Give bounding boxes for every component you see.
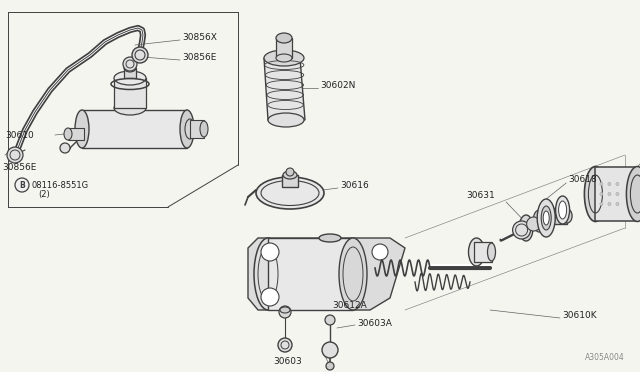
Circle shape (7, 147, 23, 163)
Bar (549, 208, 567, 224)
Bar (268, 238, 353, 310)
Ellipse shape (276, 33, 292, 43)
Bar (82, 110, 187, 148)
Circle shape (616, 202, 619, 205)
Ellipse shape (559, 201, 566, 219)
Ellipse shape (584, 167, 607, 221)
Circle shape (600, 183, 603, 186)
Ellipse shape (264, 50, 304, 66)
Ellipse shape (319, 234, 341, 242)
Text: 08116-8551G: 08116-8551G (32, 180, 89, 189)
Ellipse shape (468, 238, 484, 266)
Ellipse shape (276, 54, 292, 62)
Text: 30610K: 30610K (562, 311, 596, 321)
Circle shape (513, 221, 531, 239)
Ellipse shape (114, 71, 146, 85)
Circle shape (616, 183, 619, 186)
Circle shape (261, 243, 279, 261)
Bar (595, 167, 637, 221)
Circle shape (600, 202, 603, 205)
Circle shape (286, 168, 294, 176)
Circle shape (326, 362, 334, 370)
Ellipse shape (114, 101, 146, 115)
Circle shape (60, 143, 70, 153)
Ellipse shape (200, 121, 208, 137)
Circle shape (123, 57, 137, 71)
Text: 30603A: 30603A (357, 318, 392, 327)
Circle shape (608, 192, 611, 196)
Ellipse shape (180, 110, 194, 148)
Ellipse shape (556, 196, 570, 224)
Circle shape (278, 338, 292, 352)
Ellipse shape (562, 209, 572, 223)
Text: B: B (19, 180, 25, 189)
Circle shape (132, 47, 148, 63)
Ellipse shape (541, 206, 551, 230)
Text: 30856X: 30856X (182, 33, 217, 42)
Bar (124, 68, 136, 78)
Text: 30612A: 30612A (332, 301, 367, 310)
Ellipse shape (339, 238, 367, 310)
Text: A305A004: A305A004 (585, 353, 625, 362)
Ellipse shape (185, 119, 195, 139)
Circle shape (325, 315, 335, 325)
Bar (282, 175, 298, 187)
Circle shape (15, 178, 29, 192)
Circle shape (527, 217, 541, 231)
Bar (114, 78, 146, 108)
Text: 30602N: 30602N (320, 81, 355, 90)
Bar (68, 128, 84, 140)
Ellipse shape (543, 211, 549, 225)
Circle shape (608, 183, 611, 186)
Text: 30856E: 30856E (182, 54, 216, 62)
Circle shape (372, 244, 388, 260)
Ellipse shape (543, 208, 555, 224)
Text: 30618: 30618 (568, 176, 597, 185)
Bar (474, 242, 492, 262)
Bar (190, 120, 204, 138)
Ellipse shape (280, 307, 290, 313)
Ellipse shape (75, 110, 89, 148)
Text: 30603: 30603 (273, 357, 302, 366)
Text: 30616: 30616 (340, 182, 369, 190)
Bar (276, 38, 292, 58)
Ellipse shape (627, 167, 640, 221)
Ellipse shape (488, 243, 495, 261)
Text: 30631: 30631 (466, 192, 495, 201)
Circle shape (279, 306, 291, 318)
Ellipse shape (537, 199, 556, 237)
Polygon shape (264, 58, 305, 120)
Circle shape (608, 202, 611, 205)
Ellipse shape (124, 64, 136, 72)
Polygon shape (248, 238, 405, 310)
Circle shape (600, 192, 603, 196)
Ellipse shape (533, 210, 545, 232)
Ellipse shape (519, 215, 533, 241)
Ellipse shape (254, 238, 282, 310)
Ellipse shape (64, 128, 72, 140)
Text: 30856E: 30856E (2, 164, 36, 173)
Circle shape (261, 288, 279, 306)
Ellipse shape (283, 171, 297, 179)
Circle shape (616, 192, 619, 196)
Circle shape (322, 342, 338, 358)
Text: (2): (2) (38, 190, 50, 199)
Ellipse shape (256, 177, 324, 209)
Ellipse shape (268, 113, 304, 127)
Text: 30610: 30610 (5, 131, 34, 140)
